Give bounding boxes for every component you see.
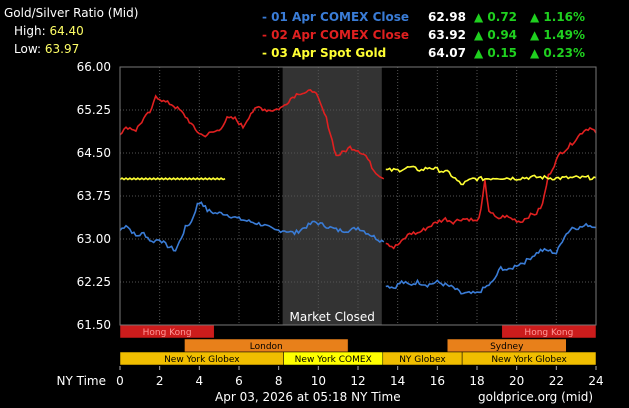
y-tick-label: 64.50 xyxy=(77,146,111,160)
series-line-2 xyxy=(119,89,385,180)
series-line-3 xyxy=(385,165,597,186)
series-line-1 xyxy=(385,222,597,295)
x-tick-label: 18 xyxy=(469,374,484,388)
legend-change: ▲ 0.15 xyxy=(474,46,518,60)
legend-pct: ▲ 0.23% xyxy=(530,46,586,60)
y-tick-label: 66.00 xyxy=(77,60,111,74)
legend-pct: ▲ 1.49% xyxy=(530,28,586,42)
session-label: Hong Kong xyxy=(143,328,192,338)
session-label: London xyxy=(250,342,283,352)
series-line-3 xyxy=(119,177,226,181)
x-tick-label: 16 xyxy=(430,374,445,388)
session-label: Sydney xyxy=(490,342,524,352)
legend-pct: ▲ 1.16% xyxy=(530,10,586,24)
x-tick-label: 20 xyxy=(509,374,524,388)
session-bar xyxy=(461,351,597,366)
series-line-1 xyxy=(119,201,385,252)
plot-frame xyxy=(119,66,597,326)
high-label: High: xyxy=(14,24,46,38)
x-tick-label: 22 xyxy=(549,374,564,388)
x-tick-label: 8 xyxy=(275,374,283,388)
x-tick-label: 10 xyxy=(311,374,326,388)
x-tick-label: 24 xyxy=(588,374,603,388)
series-line-2 xyxy=(385,126,597,250)
legend-name: - 03 Apr Spot Gold xyxy=(262,46,387,60)
y-tick-label: 65.25 xyxy=(77,103,111,117)
legend-value: 64.07 xyxy=(428,46,466,60)
low-label: Low: xyxy=(14,42,42,56)
session-label: New York COMEX xyxy=(295,355,372,365)
legend-name: - 01 Apr COMEX Close xyxy=(262,10,410,24)
x-tick-label: 2 xyxy=(156,374,164,388)
x-axis-label: NY Time xyxy=(57,374,107,388)
legend-change: ▲ 0.94 xyxy=(474,28,518,42)
legend-change: ▲ 0.72 xyxy=(474,10,518,24)
x-tick-label: 6 xyxy=(235,374,243,388)
y-tick-label: 62.25 xyxy=(77,275,111,289)
y-tick-label: 61.50 xyxy=(77,318,111,332)
y-tick-label: 63.00 xyxy=(77,232,111,246)
footer-timestamp: Apr 03, 2026 at 05:18 NY Time xyxy=(215,390,401,404)
session-label: NY Globex xyxy=(399,355,446,365)
legend-row-3: - 03 Apr Spot Gold xyxy=(262,46,386,60)
low-value: 63.97 xyxy=(44,42,80,56)
high-row: High: 64.40 xyxy=(14,24,84,38)
y-tick-label: 63.75 xyxy=(77,189,111,203)
session-label: Hong Kong xyxy=(524,328,573,338)
legend-value: 62.98 xyxy=(428,10,466,24)
legend-name: - 02 Apr COMEX Close xyxy=(262,28,410,42)
legend-row-2: - 02 Apr COMEX Close xyxy=(262,28,409,42)
market-closed-label: Market Closed xyxy=(290,310,375,324)
low-row: Low: 63.97 xyxy=(14,42,79,56)
x-tick-label: 0 xyxy=(116,374,124,388)
x-tick-label: 12 xyxy=(350,374,365,388)
legend-row-1: - 01 Apr COMEX Close xyxy=(262,10,409,24)
x-tick-label: 14 xyxy=(390,374,405,388)
legend-value: 63.92 xyxy=(428,28,466,42)
chart-title: Gold/Silver Ratio (Mid) xyxy=(4,6,139,20)
session-label: New York Globex xyxy=(164,355,240,365)
market-closed-band xyxy=(282,67,382,325)
high-value: 64.40 xyxy=(49,24,84,38)
session-label: New York Globex xyxy=(491,355,567,365)
x-tick-label: 4 xyxy=(196,374,204,388)
footer-source: goldprice.org (mid) xyxy=(478,390,594,404)
